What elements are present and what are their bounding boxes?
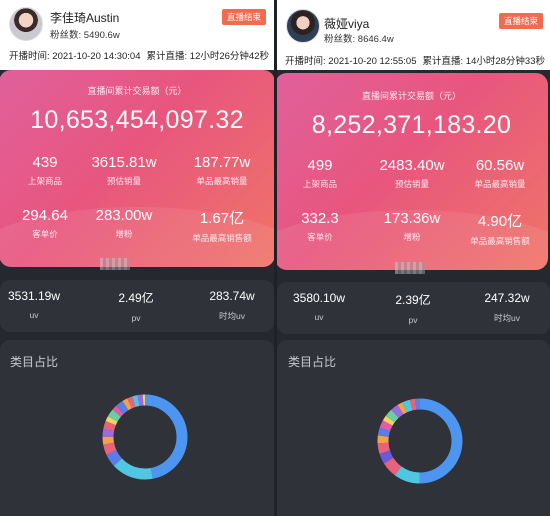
streamer-name[interactable]: 李佳琦Austin — [50, 11, 120, 25]
donut-segment[interactable] — [377, 398, 463, 484]
stat-top-item-revenue: 1.67亿 单品最高销售额 — [192, 210, 252, 243]
transaction-title: 直播间累计交易额（元） — [361, 91, 461, 101]
stat-top-item-revenue: 4.90亿 单品最高销售额 — [470, 213, 530, 246]
donut-segment[interactable] — [377, 398, 463, 484]
status-badge: 直播结束 — [221, 9, 266, 25]
category-card: 类目占比 — [277, 340, 550, 516]
traffic-uv: 3531.19w uv — [7, 289, 61, 320]
stat-top-item-sales: 60.56w 单品最高销量 — [474, 157, 526, 189]
stream-panel-austin: 李佳琦Austin 粉丝数: 5490.6w 直播结束 开播时间: 2021-1… — [0, 0, 274, 516]
stat-listed-products: 499 上架商品 — [302, 157, 337, 189]
stat-top-item-sales: 187.77w 单品最高销量 — [193, 154, 251, 186]
traffic-hourly-uv: 283.74w 时均uv — [209, 289, 255, 321]
fans-count: 粉丝数: 8646.4w — [324, 34, 394, 45]
streamer-name[interactable]: 薇娅viya — [324, 17, 370, 31]
stat-estimated-sales: 2483.40w 预估销量 — [379, 157, 445, 189]
donut-segment[interactable] — [102, 394, 188, 480]
traffic-hourly-uv: 247.32w 时均uv — [484, 291, 530, 323]
transaction-card: 直播间累计交易额（元） 8,252,371,183.20 499 上架商品 248… — [277, 73, 548, 270]
category-title: 类目占比 — [288, 355, 337, 369]
stream-panel-viya: 薇娅viya 粉丝数: 8646.4w 直播结束 开播时间: 2021-10-2… — [277, 0, 550, 516]
traffic-pv: 2.49亿 pv — [118, 291, 154, 323]
fans-count: 粉丝数: 5490.6w — [50, 30, 120, 41]
transaction-title: 直播间累计交易额（元） — [87, 86, 187, 96]
avatar[interactable] — [286, 9, 320, 43]
total-transaction-amount: 10,653,454,097.32 — [30, 106, 244, 134]
category-donut-chart[interactable] — [101, 393, 189, 481]
avatar[interactable] — [9, 7, 43, 41]
streamer-header: 薇娅viya 粉丝数: 8646.4w 直播结束 开播时间: 2021-10-2… — [277, 0, 550, 70]
blurred-mark — [395, 262, 425, 274]
live-time-info: 开播时间: 2021-10-20 14:30:04 累计直播: 12小时26分钟4… — [9, 51, 269, 62]
transaction-card: 直播间累计交易额（元） 10,653,454,097.32 439 上架商品 36… — [0, 70, 274, 267]
stat-estimated-sales: 3615.81w 预估销量 — [91, 154, 157, 186]
donut-segment[interactable] — [102, 394, 188, 480]
stat-avg-order-value: 332.3 客单价 — [301, 210, 339, 242]
donut-segment[interactable] — [102, 394, 188, 480]
streamer-header: 李佳琦Austin 粉丝数: 5490.6w 直播结束 开播时间: 2021-1… — [0, 0, 274, 70]
status-badge: 直播结束 — [498, 13, 543, 29]
category-title: 类目占比 — [10, 355, 59, 369]
traffic-uv: 3580.10w uv — [292, 291, 346, 322]
blurred-mark — [100, 258, 130, 270]
traffic-pv: 2.39亿 pv — [395, 293, 431, 325]
stat-new-fans: 173.36w 增粉 — [383, 210, 441, 242]
traffic-card: 3531.19w uv 2.49亿 pv 283.74w 时均uv — [0, 280, 274, 332]
category-card: 类目占比 — [0, 340, 274, 516]
live-time-info: 开播时间: 2021-10-20 12:55:05 累计直播: 14小时28分钟3… — [285, 56, 545, 67]
stat-listed-products: 439 上架商品 — [27, 154, 62, 186]
traffic-card: 3580.10w uv 2.39亿 pv 247.32w 时均uv — [277, 282, 550, 334]
stat-avg-order-value: 294.64 客单价 — [22, 207, 68, 239]
category-donut-chart[interactable] — [376, 397, 464, 485]
stat-new-fans: 283.00w 增粉 — [95, 207, 153, 239]
total-transaction-amount: 8,252,371,183.20 — [311, 111, 512, 139]
